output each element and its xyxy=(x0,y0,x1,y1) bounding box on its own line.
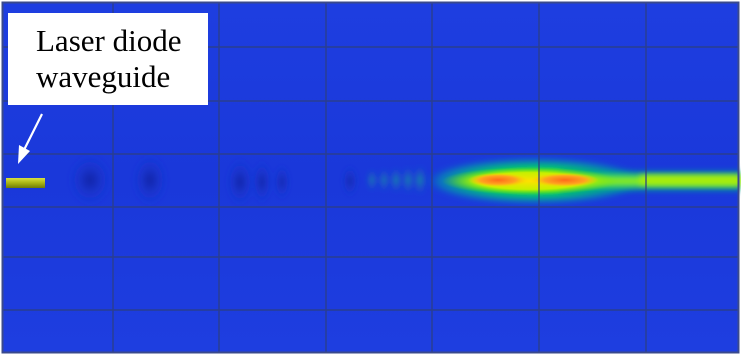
annotation-line-2: waveguide xyxy=(36,59,171,94)
annotation-line-1: Laser diode xyxy=(36,23,182,58)
arrow-icon xyxy=(18,113,43,164)
annotation-label: Laser diode waveguide xyxy=(8,13,208,105)
optical-beam xyxy=(423,157,741,205)
grid xyxy=(3,3,739,353)
laser-diode-waveguide xyxy=(6,178,45,188)
interference-pattern xyxy=(68,154,427,206)
